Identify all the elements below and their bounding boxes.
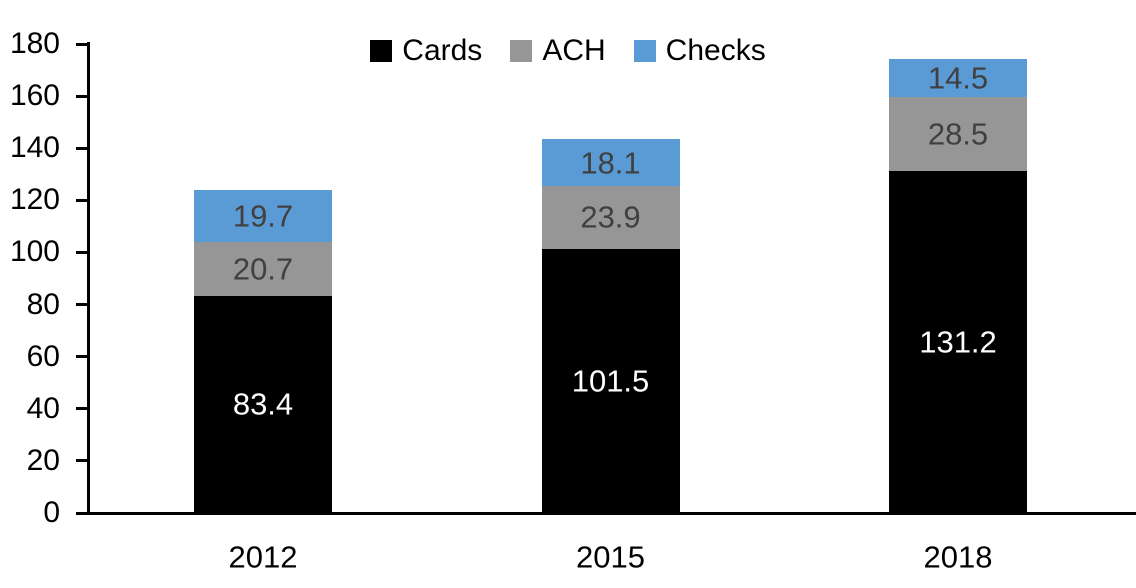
x-axis-label: 2015 — [576, 539, 645, 575]
y-axis-tick-label: 80 — [26, 287, 60, 321]
y-axis-tick-label: 0 — [43, 496, 60, 529]
y-axis-tick — [76, 407, 87, 411]
x-axis-label: 2012 — [228, 539, 298, 575]
bar-segment-checks — [889, 59, 1027, 97]
x-axis-label: 2018 — [923, 539, 993, 575]
bar-segment-checks — [194, 190, 332, 242]
bar-value-label: 20.7 — [232, 251, 294, 287]
legend-marker-cards-icon — [370, 40, 393, 62]
bar-segment-ach — [541, 186, 680, 249]
y-axis-tick — [76, 303, 87, 307]
bar-value-label: 23.9 — [580, 199, 641, 235]
y-axis-tick — [76, 42, 87, 46]
y-axis-tick-label: 100 — [9, 235, 60, 269]
y-axis-tick — [76, 355, 87, 359]
bar-segment-cards — [194, 295, 332, 513]
bar-value-label: 28.5 — [927, 116, 989, 152]
legend-item-cards: Cards — [370, 36, 482, 66]
legend-marker-checks-icon — [633, 40, 656, 62]
bar-value-label: 18.1 — [580, 145, 641, 181]
bar-segment-cards — [541, 248, 680, 513]
y-axis-tick-label: 120 — [9, 183, 60, 217]
y-axis-tick — [76, 511, 87, 515]
y-axis-line — [87, 42, 90, 515]
y-axis-tick — [76, 94, 87, 98]
bar-value-label: 14.5 — [927, 60, 989, 96]
legend-marker-ach-icon — [510, 40, 533, 62]
bar-segment-ach — [889, 96, 1027, 172]
bar-value-label: 19.7 — [232, 198, 294, 234]
bar-segment-checks — [541, 139, 680, 187]
legend-item-checks: Checks — [633, 34, 766, 67]
y-axis-tick-label: 180 — [9, 27, 60, 60]
y-axis-tick-label: 60 — [26, 339, 60, 373]
legend-label: ACH — [542, 34, 606, 67]
y-axis-tick — [76, 459, 87, 463]
y-axis-tick — [76, 146, 87, 150]
legend-label: Cards — [402, 34, 483, 67]
legend-label: Checks — [665, 34, 766, 67]
bar-segment-cards — [889, 171, 1027, 513]
y-axis-tick-label: 40 — [26, 391, 60, 425]
bar-value-label: 83.4 — [232, 386, 294, 422]
y-axis-tick — [76, 250, 87, 254]
y-axis-tick-label: 20 — [26, 443, 60, 477]
bar-segment-ach — [194, 241, 332, 296]
bar-value-label: 101.5 — [571, 363, 650, 399]
y-axis-tick — [76, 198, 87, 202]
y-axis-tick-label: 160 — [9, 79, 60, 113]
y-axis-tick-label: 140 — [9, 131, 60, 165]
legend-item-ach: ACH — [510, 34, 606, 67]
bar-value-label: 131.2 — [919, 324, 997, 360]
x-axis-line — [76, 512, 1136, 515]
